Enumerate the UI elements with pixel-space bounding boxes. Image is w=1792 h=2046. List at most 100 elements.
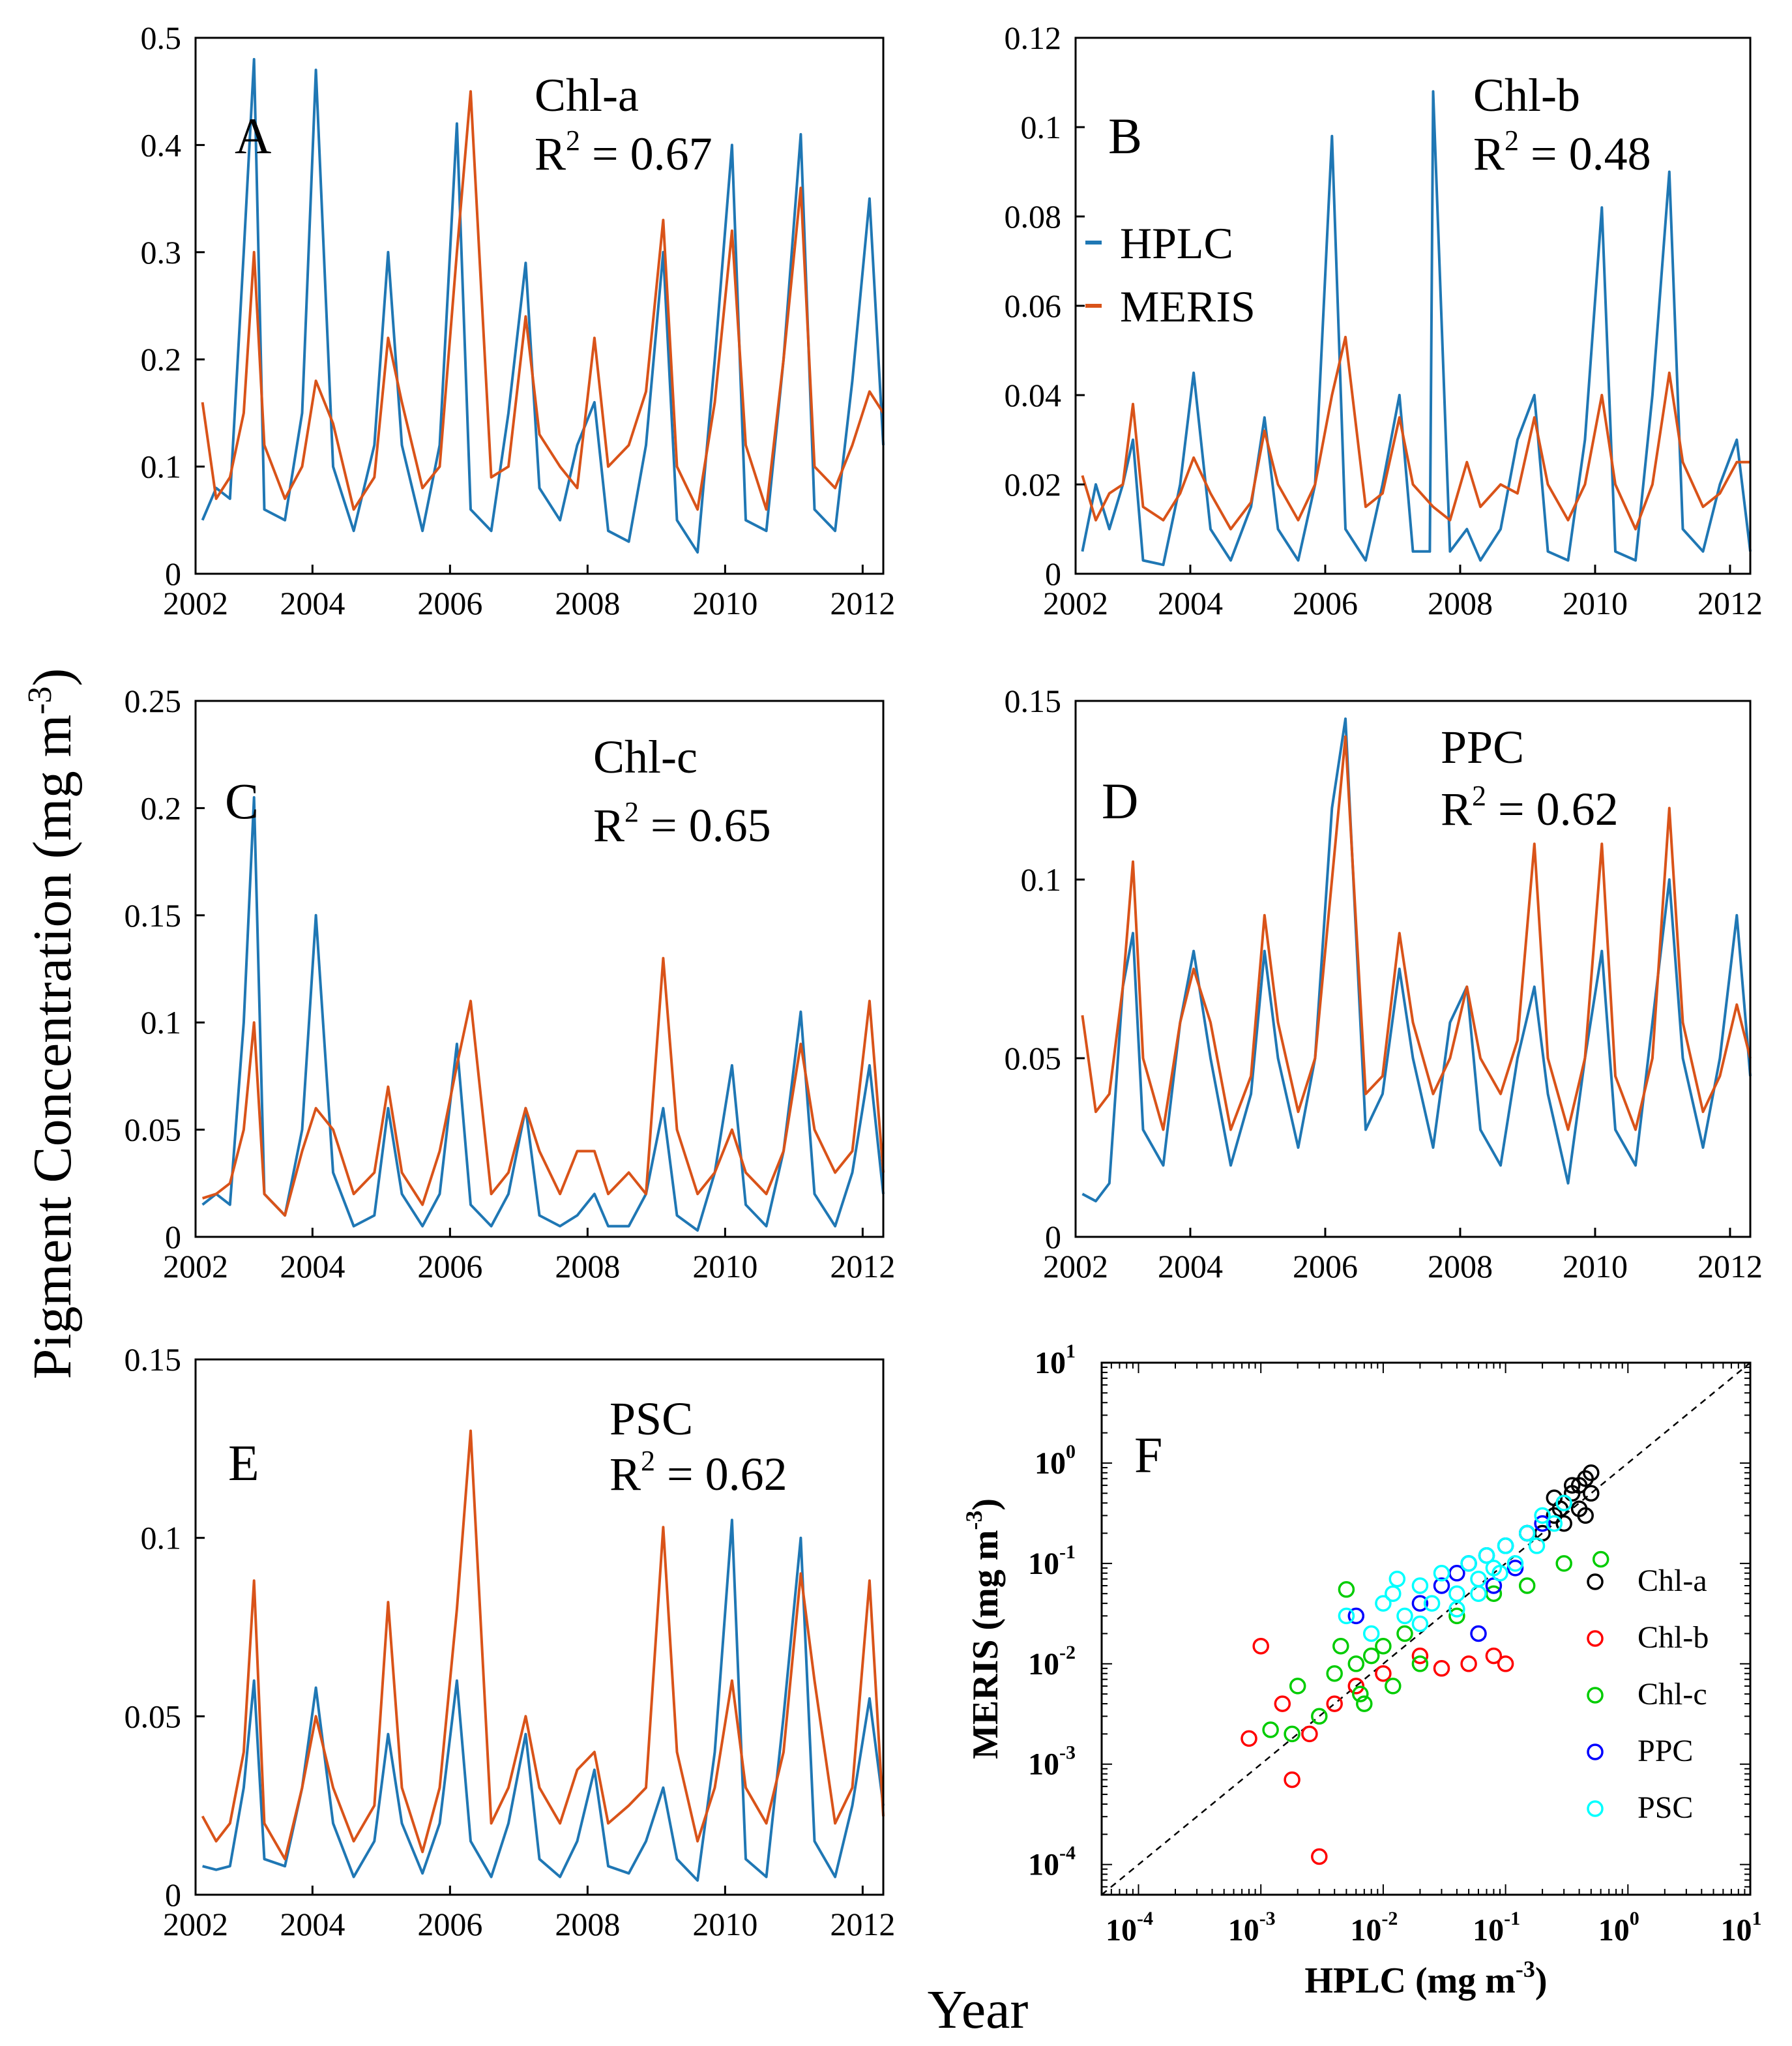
x-tick-label: 10-1 xyxy=(1473,1908,1520,1948)
scatter-point xyxy=(1375,1637,1392,1655)
y-tick-label: 0.02 xyxy=(1005,466,1062,503)
series-line-hplc xyxy=(1081,90,1752,567)
scatter-point xyxy=(1284,1771,1300,1788)
scatter-point xyxy=(1385,1585,1402,1602)
panel-title: PPC xyxy=(1441,721,1524,773)
scatter-point xyxy=(1518,1577,1536,1594)
scatter-point xyxy=(1396,1625,1413,1642)
x-tick-label: 2010 xyxy=(1563,1248,1628,1284)
x-tick-label: 2012 xyxy=(830,585,895,621)
panel-label: E xyxy=(228,1434,259,1491)
scatter-point xyxy=(1375,1595,1392,1612)
x-tick-label: 2002 xyxy=(1043,585,1108,621)
scatter-point xyxy=(1385,1678,1402,1695)
scatter-point xyxy=(1433,1577,1450,1594)
legend-label-chl-c: Chl-c xyxy=(1638,1677,1707,1712)
y-tick-label: 0.5 xyxy=(141,20,182,56)
scatter-point xyxy=(1411,1615,1429,1633)
y-tick-label: 0.15 xyxy=(125,897,182,934)
scatter-point xyxy=(1433,1565,1450,1582)
scatter-point xyxy=(1470,1625,1487,1642)
scatter-point xyxy=(1534,1515,1551,1532)
y-tick-label: 0.2 xyxy=(141,790,182,826)
x-tick-label: 2010 xyxy=(1563,585,1628,621)
scatter-point xyxy=(1262,1721,1279,1738)
x-tick-label: 101 xyxy=(1721,1908,1762,1948)
scatter-point xyxy=(1338,1607,1355,1625)
y-tick-label: 0.08 xyxy=(1005,198,1062,235)
scatter-point xyxy=(1396,1607,1413,1625)
scatter-point xyxy=(1534,1507,1551,1524)
axes-frame xyxy=(1100,1361,1752,1896)
legend-marker-ppc xyxy=(1587,1743,1604,1760)
scatter-point xyxy=(1411,1647,1429,1665)
scatter-point xyxy=(1506,1555,1524,1572)
scatter-point xyxy=(1577,1507,1594,1524)
legend-label-ppc: PPC xyxy=(1638,1734,1693,1768)
x-tick-label: 2012 xyxy=(830,1906,895,1942)
x-tick-label: 2008 xyxy=(555,1248,620,1284)
panel-B: 2002 2004 2006 2008 2010 2012 0 0.02 0.04 0.06 0.0… xyxy=(1005,20,1763,621)
scatter-point xyxy=(1460,1655,1477,1672)
axes-frame xyxy=(194,700,885,1238)
r-squared: R2 = 0.67 xyxy=(535,125,712,180)
r-squared: R2 = 0.48 xyxy=(1473,125,1651,180)
y-tick-label: 0.05 xyxy=(125,1112,182,1148)
scatter-point xyxy=(1362,1625,1380,1642)
series-line-meris xyxy=(1081,735,1752,1131)
scatter-point xyxy=(1338,1581,1355,1598)
scatter-point xyxy=(1497,1537,1514,1554)
scatter-series-chl-b xyxy=(1241,1637,1514,1865)
y-tick-label: 0 xyxy=(165,556,181,592)
series-line-meris xyxy=(1081,336,1750,531)
scatter-point xyxy=(1485,1647,1503,1665)
axes-frame xyxy=(194,37,885,575)
y-tick-label: 0 xyxy=(1045,556,1061,592)
scatter-point xyxy=(1546,1515,1563,1532)
scatter-point xyxy=(1284,1725,1300,1743)
scatter-point xyxy=(1528,1537,1546,1554)
scatter-point xyxy=(1411,1577,1429,1594)
y-tick-label: 0.25 xyxy=(125,683,182,719)
scatter-point xyxy=(1356,1695,1373,1712)
scatter-point xyxy=(1583,1485,1600,1502)
scatter-point xyxy=(1448,1607,1465,1625)
y-tick-label: 0.3 xyxy=(141,234,182,271)
axes-frame xyxy=(1074,700,1752,1238)
x-tick-label: 2002 xyxy=(163,585,228,621)
x-tick-label: 2002 xyxy=(163,1906,228,1942)
x-tick-label: 2006 xyxy=(1293,585,1358,621)
scatter-point xyxy=(1301,1725,1318,1743)
scatter-point xyxy=(1470,1570,1487,1588)
x-tick-label: 2008 xyxy=(1428,1248,1493,1284)
y-tick-label: 100 xyxy=(1035,1441,1076,1481)
series-line-hplc xyxy=(202,1519,885,1882)
scatter-point xyxy=(1375,1665,1392,1682)
x-tick-label: 2006 xyxy=(417,1906,482,1942)
scatter-series-chl-c xyxy=(1262,1550,1609,1743)
x-tick-label: 10-4 xyxy=(1106,1908,1153,1948)
scatter-point xyxy=(1448,1585,1465,1602)
y-tick-label: 0 xyxy=(1045,1219,1061,1255)
panel-title: Chl-b xyxy=(1473,69,1580,121)
x-tick-label: 2006 xyxy=(417,585,482,621)
panel-label: D xyxy=(1102,773,1138,829)
legend-label-chl-a: Chl-a xyxy=(1638,1564,1707,1598)
x-tick-label: 2006 xyxy=(1293,1248,1358,1284)
x-tick-label: 100 xyxy=(1598,1908,1639,1948)
scatter-point xyxy=(1326,1665,1343,1682)
y-tick-label: 0.1 xyxy=(141,1004,182,1041)
y-tick-label: 0.1 xyxy=(1021,861,1062,898)
panel-label: C xyxy=(225,773,259,829)
y-tick-label: 0.15 xyxy=(125,1341,182,1378)
y-tick-label: 0.15 xyxy=(1005,683,1062,719)
panel-A: 2002 2004 2006 2008 2010 2012 0 0.1 0.2 0.3 0.4 0.5… xyxy=(141,20,896,621)
scatter-point xyxy=(1347,1607,1365,1625)
x-tick-label: 2004 xyxy=(280,1906,345,1942)
panel-C: 2002 2004 2006 2008 2010 2012 0 0.05 0.1 0.15 0.2 0… xyxy=(125,683,896,1284)
scatter-point xyxy=(1555,1555,1572,1572)
scatter-point xyxy=(1362,1647,1380,1665)
legend-marker-chl-a xyxy=(1587,1573,1604,1590)
series-line-hplc xyxy=(1081,717,1752,1203)
scatter-point xyxy=(1326,1695,1343,1712)
